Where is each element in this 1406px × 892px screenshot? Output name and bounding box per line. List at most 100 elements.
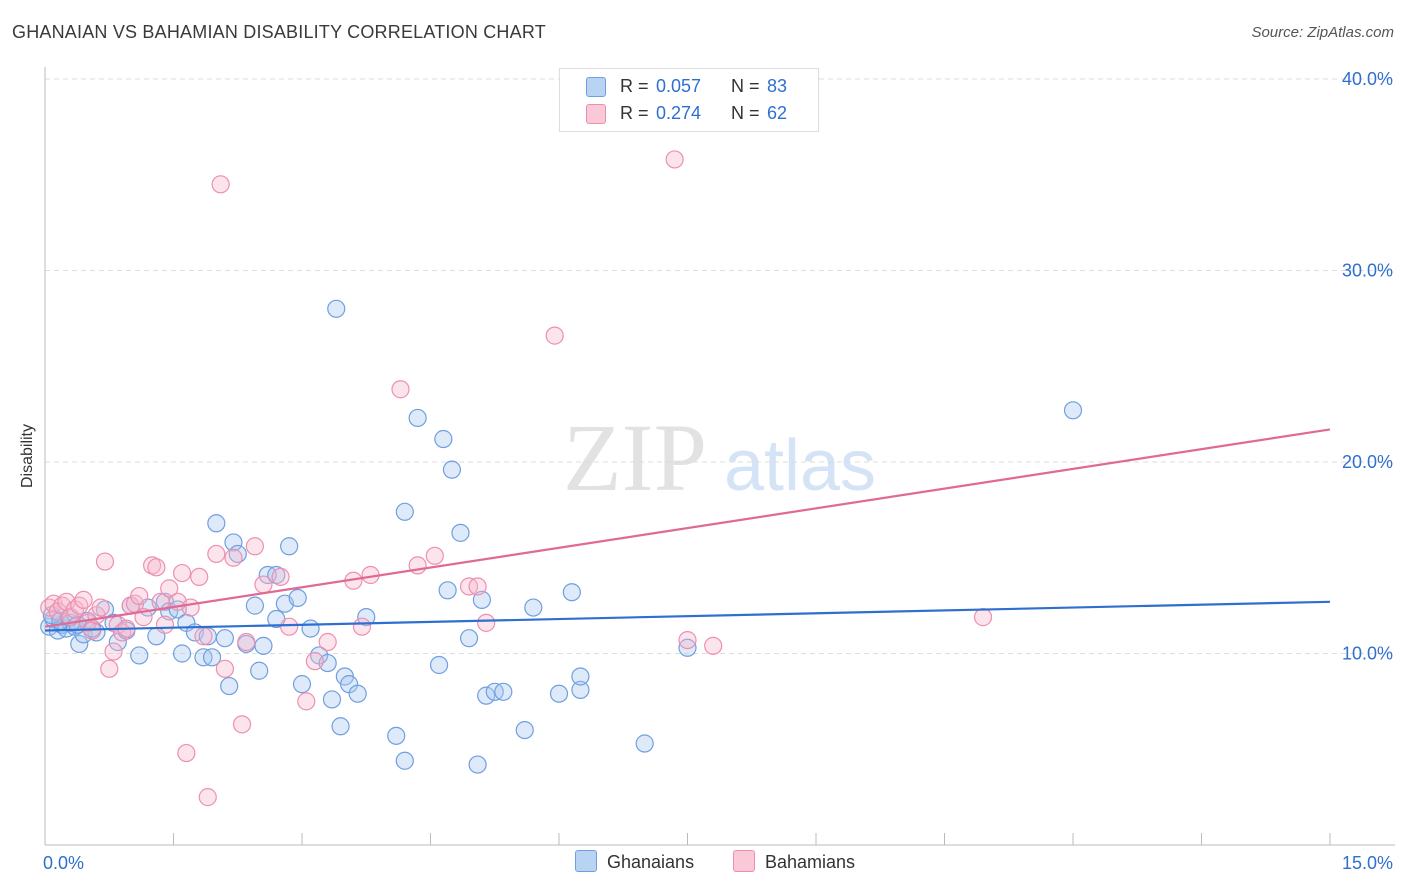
- bahamian-point: [177, 743, 196, 763]
- ghanaian-point: [468, 755, 487, 774]
- ghanaian-point: [451, 523, 470, 542]
- bahamian-point: [91, 598, 110, 617]
- bahamian-point: [704, 636, 723, 655]
- ghanaian-point: [202, 648, 222, 667]
- ghanaian-point: [438, 581, 457, 600]
- chart-source: Source: ZipAtlas.com: [1251, 24, 1394, 41]
- ghanaian-point: [408, 408, 427, 428]
- ghanaian-point: [477, 686, 496, 705]
- ghanaian-point: [245, 596, 264, 615]
- watermark-atlas: atlas: [724, 426, 876, 506]
- bahamian-point: [237, 632, 256, 652]
- bahamian-point: [665, 150, 684, 169]
- ghanaian-point: [327, 299, 346, 318]
- bahamian-point: [95, 552, 115, 571]
- watermark: ZIP atlas: [563, 404, 876, 511]
- gridlines: [45, 78, 1395, 654]
- bahamian-point: [280, 617, 299, 636]
- watermark-zip: ZIP: [563, 404, 707, 511]
- bahamian-point: [190, 567, 209, 587]
- ghanaian-point: [395, 502, 414, 521]
- ghanaian-point: [434, 429, 453, 449]
- bottom-legend-bahamians: Bahamians: [733, 850, 856, 874]
- bahamians-points: [40, 150, 993, 807]
- y-tick-label: 40.0%: [1342, 69, 1393, 89]
- bahamian-point: [194, 627, 213, 646]
- ghanaians-points: [40, 299, 1083, 774]
- ghanaian-point: [571, 680, 590, 699]
- bahamian-point: [155, 615, 175, 634]
- bahamian-point: [318, 632, 337, 652]
- bahamians-trend-line: [44, 428, 1331, 628]
- bahamian-point: [100, 659, 119, 678]
- ghanaian-point: [571, 667, 590, 686]
- bahamian-point: [973, 608, 993, 627]
- bahamian-point: [245, 537, 264, 556]
- y-tick-label: 30.0%: [1342, 261, 1393, 281]
- ghanaian-point: [442, 460, 462, 479]
- blue-swatch: [586, 77, 606, 97]
- ghanaian-point: [172, 644, 192, 663]
- bahamian-point: [74, 590, 93, 609]
- ghanaian-point: [678, 638, 697, 657]
- bottom-legend-label: Bahamians: [765, 852, 856, 872]
- ghanaian-point: [301, 619, 320, 638]
- correlation-legend: R = 0.057 N = 83 R = 0.274 N = 62: [559, 68, 819, 132]
- ghanaian-point: [331, 717, 350, 736]
- bahamian-point: [147, 558, 166, 577]
- ghanaian-point: [254, 636, 273, 655]
- y-tick-label: 10.0%: [1342, 644, 1393, 664]
- tick-labels: 10.0% 20.0% 30.0% 40.0% 0.0% 15.0%: [43, 69, 1393, 873]
- bottom-legend-label: Ghanaians: [607, 852, 695, 872]
- ghanaian-point: [1063, 401, 1083, 420]
- ghanaian-point: [562, 583, 581, 602]
- blue-swatch: [575, 850, 597, 873]
- ghanaian-point: [220, 676, 239, 696]
- legend-r-value: 0.057: [656, 76, 702, 96]
- legend-n-value: 83: [767, 76, 788, 96]
- ghanaian-point: [207, 514, 226, 533]
- bahamian-point: [207, 544, 226, 564]
- bahamian-point: [352, 617, 372, 636]
- legend-r-label: R =: [620, 103, 649, 123]
- ghanaian-point: [280, 537, 299, 556]
- x-tick-label: 15.0%: [1342, 853, 1393, 873]
- bahamian-point: [211, 175, 230, 194]
- ghanaians-trend-line: [44, 600, 1331, 632]
- bahamian-point: [198, 788, 217, 807]
- ghanaian-point: [472, 590, 491, 609]
- ghanaian-point: [494, 682, 513, 701]
- legend-r-value: 0.274: [656, 103, 702, 123]
- ghanaian-point: [524, 598, 543, 617]
- y-tick-label: 20.0%: [1342, 452, 1393, 472]
- ghanaian-point: [515, 720, 534, 740]
- ghanaian-point: [348, 684, 367, 703]
- ghanaian-point: [357, 608, 376, 627]
- ghanaian-point: [459, 629, 479, 648]
- axes: [44, 67, 1395, 846]
- bahamian-point: [104, 642, 123, 661]
- ghanaian-point: [395, 751, 414, 770]
- x-tick-label: 0.0%: [43, 853, 84, 873]
- ghanaian-point: [130, 646, 149, 665]
- chart-title: GHANAIAN VS BAHAMIAN DISABILITY CORRELAT…: [12, 22, 546, 42]
- bahamian-point: [172, 563, 192, 583]
- ghanaian-point: [387, 726, 406, 745]
- trend-lines: [44, 428, 1331, 632]
- ghanaian-point: [224, 533, 243, 552]
- bahamian-point: [271, 567, 290, 587]
- bahamian-point: [254, 575, 273, 594]
- ghanaian-point: [70, 634, 89, 654]
- bahamian-point: [425, 546, 444, 565]
- bahamian-point: [181, 598, 200, 617]
- legend-n-label: N =: [731, 103, 760, 123]
- bottom-legend-ghanaians: Ghanaians: [575, 850, 695, 874]
- ghanaian-point: [215, 629, 234, 648]
- ghanaian-point: [635, 734, 654, 753]
- ghanaian-point: [549, 684, 569, 703]
- legend-r-label: R =: [620, 76, 649, 96]
- bahamian-point: [391, 380, 410, 399]
- bahamian-point: [297, 692, 316, 711]
- bahamian-point: [232, 715, 252, 734]
